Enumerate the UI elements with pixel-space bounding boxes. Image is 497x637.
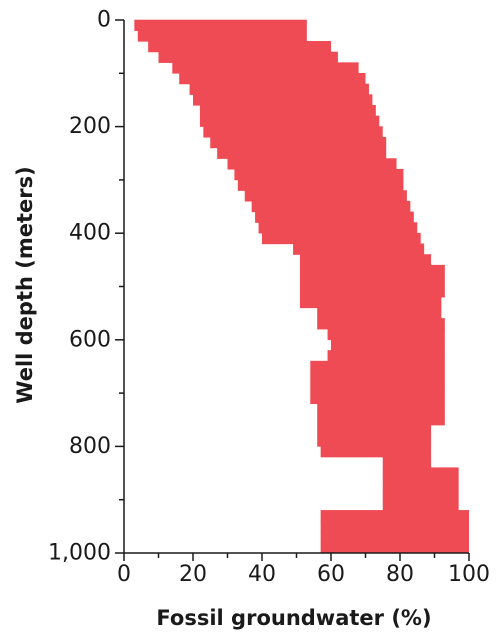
band-segment bbox=[259, 222, 418, 233]
band-segment bbox=[138, 30, 307, 41]
y-tick-label: 0 bbox=[97, 8, 111, 33]
band-segment bbox=[293, 244, 424, 255]
band-segment bbox=[310, 382, 445, 393]
y-tick-label: 800 bbox=[69, 434, 111, 459]
band-segment bbox=[328, 329, 445, 340]
band-segment bbox=[159, 52, 338, 63]
band-segment bbox=[321, 542, 469, 553]
band-segment bbox=[321, 446, 431, 457]
band-segment bbox=[310, 361, 445, 372]
band-segment bbox=[383, 467, 459, 478]
y-tick-label: 200 bbox=[69, 114, 111, 139]
band-segment bbox=[310, 393, 445, 404]
band-segment bbox=[238, 180, 404, 191]
x-axis-title: Fossil groundwater (%) bbox=[156, 606, 431, 630]
band-segment bbox=[383, 499, 459, 510]
y-tick-label: 600 bbox=[69, 327, 111, 352]
band-segment bbox=[331, 340, 445, 351]
x-tick-label: 20 bbox=[179, 562, 207, 587]
band-segment bbox=[300, 265, 445, 276]
y-axis-title: Well depth (meters) bbox=[13, 166, 37, 403]
band-segment bbox=[321, 531, 469, 542]
band-segment bbox=[328, 350, 445, 361]
x-tick-label: 0 bbox=[117, 562, 131, 587]
band-segment bbox=[134, 20, 307, 31]
x-tick-label: 100 bbox=[448, 562, 490, 587]
band-segment bbox=[310, 371, 445, 382]
x-tick-label: 60 bbox=[317, 562, 345, 587]
band-segment bbox=[317, 414, 445, 425]
x-tick-label: 40 bbox=[248, 562, 276, 587]
band-segment bbox=[234, 169, 403, 180]
y-tick-label: 1,000 bbox=[48, 541, 111, 566]
band-segment bbox=[317, 425, 431, 436]
band-segment bbox=[317, 318, 445, 329]
band-segment bbox=[255, 212, 414, 223]
plot-area bbox=[134, 20, 469, 554]
band-segment bbox=[190, 84, 369, 95]
band-segment bbox=[148, 41, 331, 52]
band-segment bbox=[300, 254, 431, 265]
y-tick-label: 400 bbox=[69, 221, 111, 246]
band-segment bbox=[300, 297, 441, 308]
band-segment bbox=[300, 276, 445, 287]
band-segment bbox=[262, 233, 421, 244]
band-segment bbox=[321, 510, 469, 521]
band-segment bbox=[203, 126, 382, 137]
band-segment bbox=[217, 148, 386, 159]
band-segment bbox=[228, 158, 397, 169]
band-segment bbox=[317, 308, 441, 319]
band-segment bbox=[200, 116, 379, 127]
band-segment bbox=[317, 435, 431, 446]
band-segment bbox=[210, 137, 386, 148]
band-segment bbox=[321, 521, 469, 532]
band-segment bbox=[200, 105, 376, 116]
band-segment bbox=[317, 403, 445, 414]
x-tick-label: 80 bbox=[386, 562, 414, 587]
band-segment bbox=[193, 94, 372, 105]
band-segment bbox=[245, 190, 407, 201]
band-segment bbox=[252, 201, 411, 212]
band-segment bbox=[300, 286, 445, 297]
band-segment bbox=[383, 489, 459, 500]
band-segment bbox=[383, 457, 431, 468]
band-segment bbox=[179, 73, 365, 84]
band-segment bbox=[383, 478, 459, 489]
band-segment bbox=[172, 62, 358, 73]
